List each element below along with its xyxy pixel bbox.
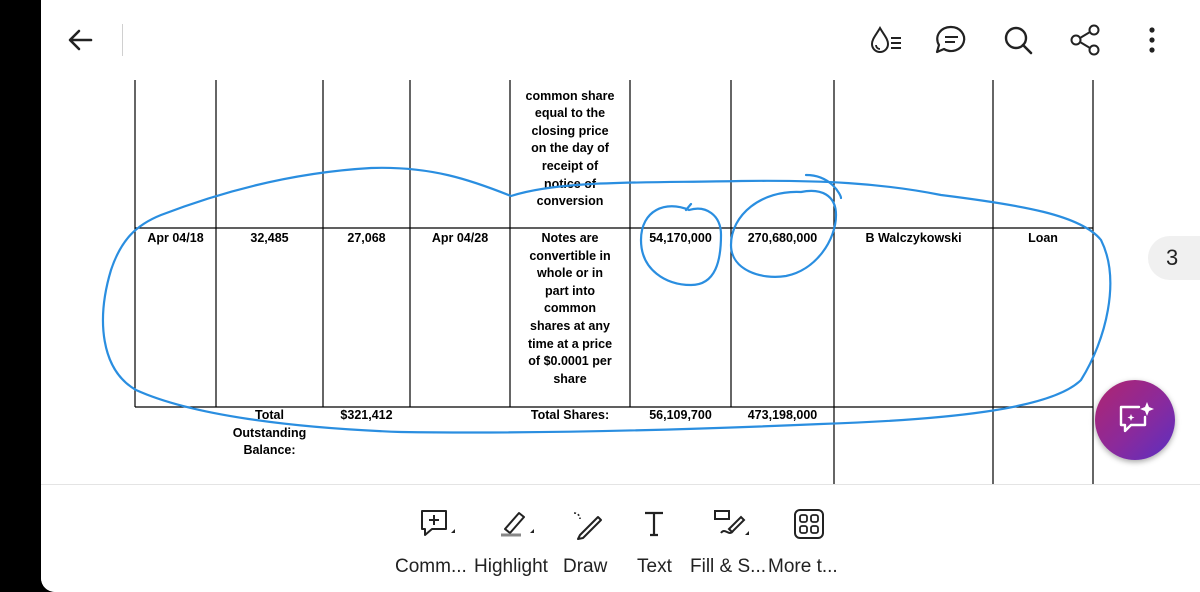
remarks-line: equal to the [534, 106, 606, 121]
draw-tool[interactable]: Draw [560, 485, 614, 592]
fill-and-sign-tool-label: Fill & S... [690, 556, 767, 577]
total-shares-2: 473,198,000 [747, 408, 818, 422]
search-icon[interactable] [998, 20, 1038, 60]
shares-2-cell: 270,680,000 [747, 231, 818, 245]
toolbar-divider [122, 24, 123, 56]
pdf-viewer-screen: at a price per common share equal to the… [41, 0, 1200, 592]
terms-line: convertible in [529, 248, 611, 263]
ink-circle-shares-2 [729, 173, 843, 278]
highlighter-icon [497, 507, 537, 541]
total-shares-label: Total Shares: [530, 408, 610, 422]
total-shares-1: 56,109,700 [649, 408, 712, 422]
bottom-toolbar: Comm... Highlight Draw [41, 484, 1200, 592]
terms-line: share [553, 371, 587, 386]
remarks-line: receipt of [541, 158, 599, 173]
remarks-upper-cell: at a price per common share equal to the… [510, 80, 630, 211]
total-label-line: Total [255, 408, 284, 422]
total-label-line: Balance: [243, 443, 296, 458]
highlight-tool-label: Highlight [474, 556, 548, 577]
terms-line: common [543, 301, 597, 316]
liquid-mode-icon[interactable] [866, 20, 906, 60]
terms-line: time at a price [527, 336, 613, 351]
text-t-icon [635, 507, 675, 541]
ai-assistant-button[interactable] [1095, 380, 1175, 460]
total-balance-value: $321,412 [340, 408, 393, 422]
document-page[interactable]: at a price per common share equal to the… [41, 80, 1200, 484]
balance-cell: 27,068 [347, 231, 386, 245]
text-tool-label: Text [637, 556, 672, 577]
ai-chat-sparkle-icon [1119, 402, 1154, 433]
more-tools-label: More t... [768, 556, 838, 577]
terms-line: of $0.0001 per [528, 354, 612, 369]
total-label-line: Outstanding [232, 425, 307, 440]
grid-apps-icon [789, 507, 829, 541]
text-tool[interactable]: Text [633, 485, 673, 592]
comment-tool-label: Comm... [395, 556, 467, 577]
remarks-line: common share [525, 88, 615, 103]
type-cell: Loan [1028, 231, 1058, 245]
back-arrow-icon[interactable] [63, 22, 99, 58]
principal-cell: 32,485 [250, 231, 289, 245]
draw-tool-label: Draw [563, 556, 608, 577]
terms-line: shares at any [530, 318, 610, 333]
more-tools[interactable]: More t... [766, 485, 846, 592]
terms-cell: Notes are convertible in whole or in par… [510, 230, 630, 388]
terms-line: whole or in [537, 266, 603, 281]
share-icon[interactable] [1065, 20, 1105, 60]
top-toolbar [41, 0, 1200, 80]
terms-line: part into [545, 283, 595, 298]
total-balance-label: Total Outstanding Balance: [216, 407, 323, 460]
remarks-line: conversion [536, 194, 604, 209]
pencil-icon [568, 507, 608, 541]
more-options-icon[interactable] [1132, 20, 1172, 60]
add-comment-icon [418, 507, 458, 541]
maturity-cell: Apr 04/28 [431, 231, 489, 245]
remarks-line: on the day of [531, 141, 609, 156]
comment-tool[interactable]: Comm... [394, 485, 474, 592]
issue-date-cell: Apr 04/18 [147, 231, 204, 245]
holder-cell: B Walczykowski [865, 231, 962, 245]
highlight-tool[interactable]: Highlight [473, 485, 553, 592]
fill-and-sign-tool[interactable]: Fill & S... [689, 485, 767, 592]
terms-line: Notes are [541, 231, 599, 245]
remarks-line: notice of [543, 176, 597, 191]
page-number-indicator[interactable]: 3 [1148, 236, 1200, 280]
fill-sign-icon [711, 507, 751, 541]
remarks-line: closing price [531, 123, 609, 138]
shares-1-cell: 54,170,000 [649, 231, 712, 245]
comments-icon[interactable] [931, 20, 971, 60]
